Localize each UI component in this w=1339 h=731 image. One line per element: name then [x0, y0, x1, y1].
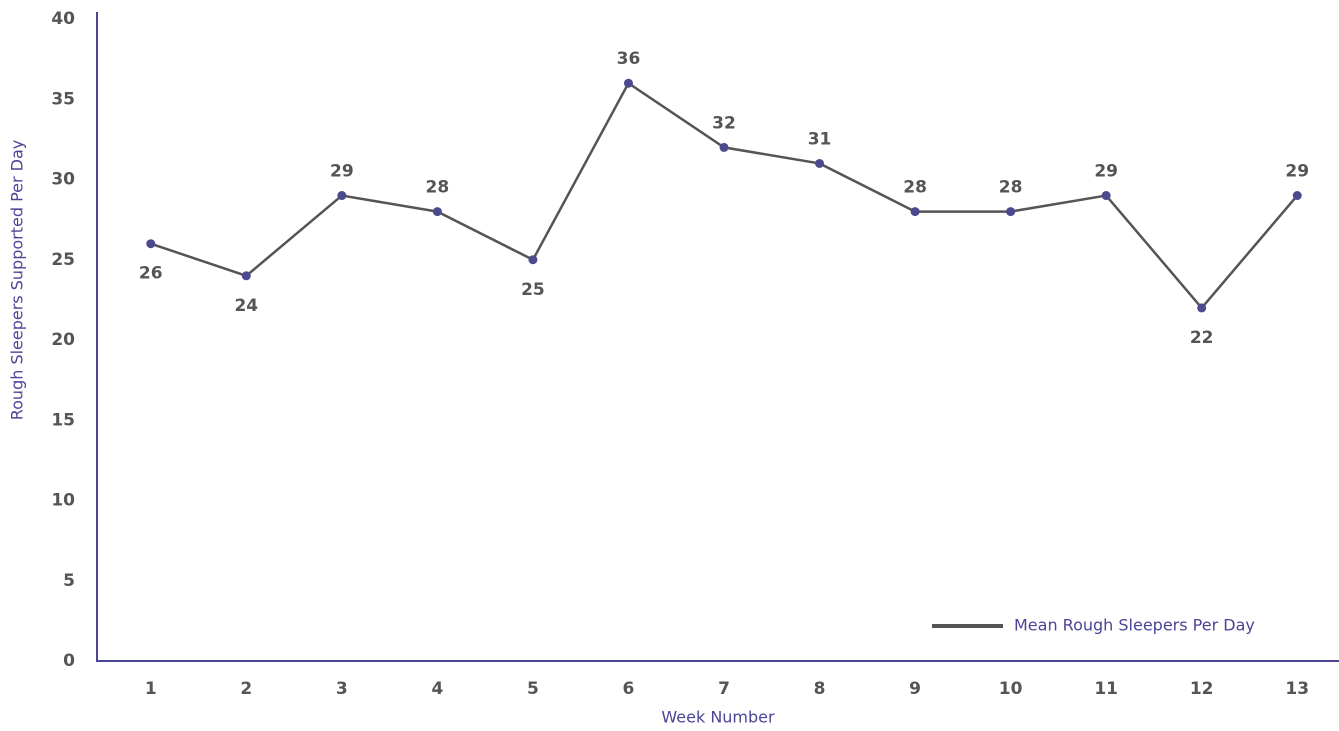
y-tick-label: 30: [51, 170, 75, 190]
x-tick-label: 10: [999, 679, 1023, 699]
x-tick-label: 3: [336, 679, 348, 699]
x-tick-label: 6: [623, 679, 635, 699]
marker: [1101, 191, 1111, 201]
data-label: 26: [139, 264, 163, 284]
data-label: 28: [999, 178, 1023, 198]
marker: [1197, 303, 1207, 313]
data-label: 32: [712, 113, 736, 133]
x-tick-label: 9: [909, 679, 921, 699]
x-tick-label: 5: [527, 679, 539, 699]
x-axis-title: Week Number: [661, 708, 775, 727]
x-tick-label: 1: [145, 679, 157, 699]
y-tick-label: 15: [51, 410, 75, 430]
x-tick-label: 2: [240, 679, 252, 699]
x-tick-label: 11: [1094, 679, 1118, 699]
data-label: 36: [617, 49, 641, 69]
y-tick-label: 35: [51, 89, 75, 109]
marker: [241, 271, 251, 281]
marker: [1006, 207, 1016, 217]
y-tick-label: 40: [51, 9, 75, 29]
y-tick-label: 0: [63, 651, 75, 671]
data-label: 24: [234, 296, 258, 316]
marker: [146, 239, 156, 249]
marker: [337, 191, 347, 201]
marker: [432, 207, 442, 217]
data-label: 29: [1094, 162, 1118, 182]
marker: [623, 78, 633, 88]
marker: [910, 207, 920, 217]
marker: [719, 142, 729, 152]
x-tick-label: 13: [1285, 679, 1309, 699]
data-label: 31: [808, 129, 832, 149]
marker: [528, 255, 538, 265]
y-axis-title: Rough Sleepers Supported Per Day: [8, 140, 27, 421]
x-tick-label: 7: [718, 679, 730, 699]
data-label: 28: [426, 178, 450, 198]
data-label: 29: [330, 162, 354, 182]
y-tick-label: 5: [63, 571, 75, 591]
data-label: 28: [903, 178, 927, 198]
y-tick-label: 10: [51, 491, 75, 511]
x-tick-label: 4: [431, 679, 443, 699]
y-tick-label: 20: [51, 330, 75, 350]
y-tick-label: 25: [51, 250, 75, 270]
marker: [815, 158, 825, 168]
data-label: 22: [1190, 328, 1214, 348]
x-tick-label: 8: [814, 679, 826, 699]
data-label: 25: [521, 280, 545, 300]
legend-label: Mean Rough Sleepers Per Day: [1014, 616, 1255, 635]
marker: [1292, 191, 1302, 201]
data-label: 29: [1285, 162, 1309, 182]
x-tick-label: 12: [1190, 679, 1214, 699]
